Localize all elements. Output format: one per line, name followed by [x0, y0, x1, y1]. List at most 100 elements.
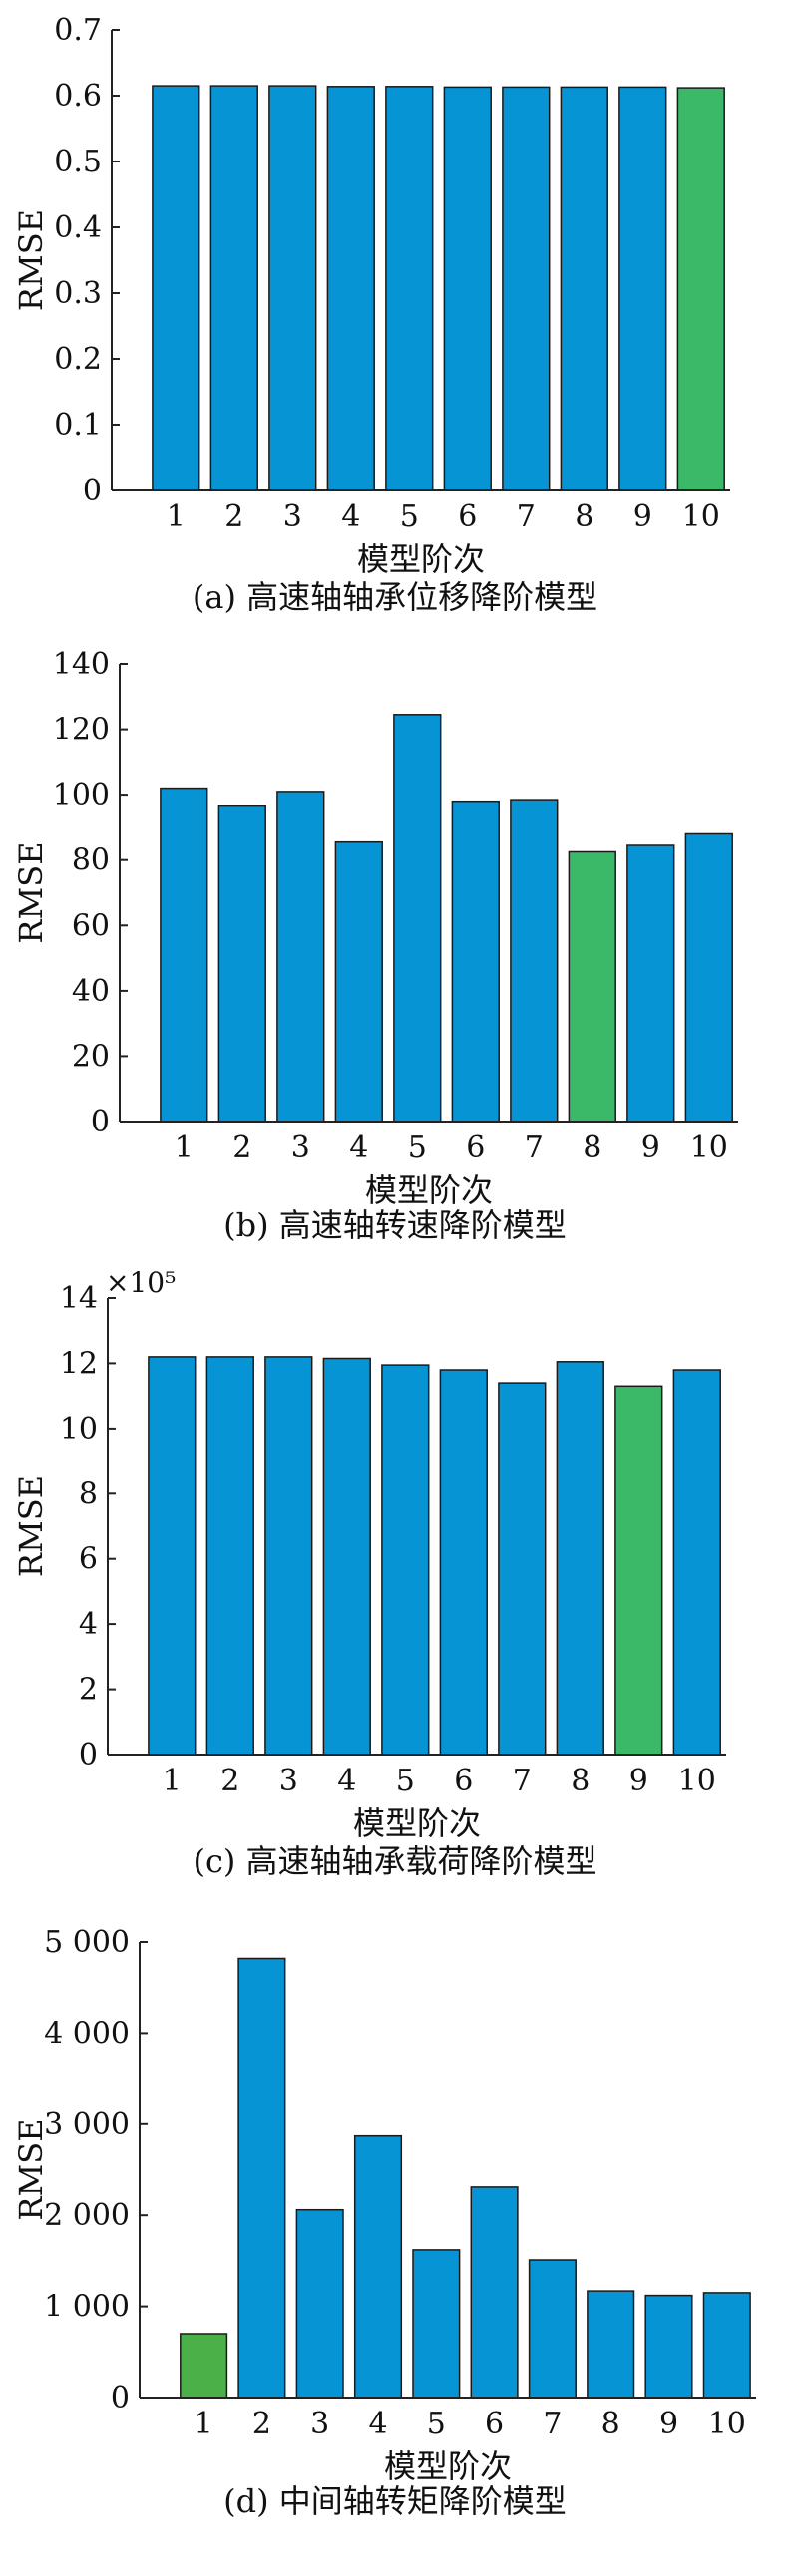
- bar-3: [268, 85, 317, 491]
- y-tick-label: 0: [91, 1105, 110, 1139]
- x-tick-label: 7: [543, 2407, 562, 2441]
- x-tick-label: 4: [337, 1764, 356, 1798]
- chart-caption: (b) 高速轴转速降阶模型: [223, 1206, 567, 1244]
- y-tick-label: 6: [79, 1542, 98, 1577]
- x-axis-label: 模型阶次: [384, 2447, 512, 2485]
- bar-6: [451, 800, 500, 1123]
- y-tick-label: 60: [72, 908, 110, 943]
- chart-caption: (d) 中间轴转矩降阶模型: [223, 2482, 567, 2520]
- y-tick-label: 2 000: [44, 2198, 130, 2233]
- y-tick-label: 5 000: [44, 1925, 130, 1960]
- bar-5: [385, 86, 434, 491]
- bar-10: [684, 832, 733, 1123]
- y-tick-label: 0.3: [54, 276, 102, 311]
- y-tick-label: 100: [53, 778, 110, 812]
- bar-2: [237, 1957, 286, 2399]
- bar-8-highlighted: [568, 850, 616, 1123]
- x-tick-label: 5: [400, 499, 419, 534]
- bar-4: [322, 1357, 371, 1756]
- x-tick-label: 5: [396, 1764, 415, 1798]
- x-tick-label: 1: [163, 1764, 182, 1798]
- bar-6: [443, 86, 492, 491]
- chart-caption: (c) 高速轴轴承载荷降阶模型: [193, 1842, 596, 1880]
- y-tick-label: 0: [79, 1738, 98, 1772]
- bar-2: [217, 805, 266, 1123]
- x-tick-label: 10: [690, 1130, 728, 1165]
- y-tick-label: 0: [83, 474, 102, 508]
- x-tick-label: 8: [571, 1764, 590, 1798]
- x-tick-label: 3: [283, 499, 302, 534]
- x-tick-label: 9: [659, 2407, 678, 2441]
- y-axis-label: RMSE: [12, 1475, 50, 1577]
- y-tick-label: 14: [60, 1281, 98, 1316]
- y-tick-label: 120: [53, 713, 110, 748]
- bar-1: [152, 85, 200, 491]
- bar-4: [326, 86, 375, 491]
- bar-6: [439, 1369, 488, 1756]
- y-axis-label: RMSE: [12, 209, 50, 311]
- bar-5: [393, 714, 442, 1123]
- x-tick-label: 10: [708, 2407, 746, 2441]
- chart-a: 1 2 3 4 5 6 7 8 9 10 0 0.1 0.2 0.3 0.4 0.5 0.6 0.7 RMSE 模型阶…: [12, 13, 730, 616]
- x-tick-label: 2: [224, 499, 243, 534]
- bar-7: [528, 2259, 577, 2399]
- y-tick-label: 12: [60, 1346, 98, 1381]
- bar-7: [502, 86, 551, 491]
- chart-caption: (a) 高速轴轴承位移降阶模型: [193, 578, 597, 616]
- bar-3: [264, 1356, 313, 1756]
- y-tick-label: 8: [79, 1476, 98, 1511]
- y-exponent-label: ×10⁵: [106, 1266, 176, 1299]
- x-tick-label: 6: [466, 1130, 485, 1165]
- x-tick-label: 6: [454, 1764, 473, 1798]
- x-axis-label: 模型阶次: [365, 1171, 493, 1209]
- y-tick-label: 4: [79, 1607, 98, 1642]
- bar-8: [556, 1361, 604, 1756]
- x-tick-label: 10: [678, 1764, 716, 1798]
- bar-1: [160, 787, 208, 1123]
- x-tick-label: 7: [517, 499, 536, 534]
- x-tick-label: 4: [368, 2407, 387, 2441]
- bar-9: [644, 2294, 693, 2399]
- x-tick-label: 6: [485, 2407, 504, 2441]
- bar-9: [626, 844, 675, 1123]
- y-tick-label: 0: [111, 2381, 130, 2415]
- x-tick-label: 3: [291, 1130, 310, 1165]
- y-tick-label: 2: [79, 1673, 98, 1708]
- x-tick-label: 3: [310, 2407, 329, 2441]
- x-tick-label: 7: [513, 1764, 532, 1798]
- y-tick-label: 1 000: [44, 2290, 130, 2325]
- bar-6: [470, 2186, 519, 2399]
- x-tick-label: 4: [341, 499, 360, 534]
- bar-1-highlighted: [180, 2333, 228, 2399]
- bar-3: [295, 2208, 344, 2399]
- y-tick-label: 40: [72, 974, 110, 1009]
- x-tick-label: 4: [349, 1130, 368, 1165]
- y-tick-label: 0.6: [54, 79, 102, 114]
- y-tick-label: 0.4: [54, 210, 102, 245]
- x-tick-label: 2: [232, 1130, 251, 1165]
- y-axis-label: RMSE: [12, 2118, 50, 2220]
- x-tick-label: 8: [583, 1130, 601, 1165]
- bar-10: [702, 2292, 751, 2399]
- x-tick-label: 9: [641, 1130, 660, 1165]
- bar-4: [334, 840, 383, 1123]
- x-axis-label: 模型阶次: [353, 1804, 481, 1842]
- x-tick-label: 1: [195, 2407, 213, 2441]
- y-tick-label: 0.7: [54, 13, 102, 48]
- bar-4: [353, 2134, 403, 2399]
- x-tick-label: 8: [575, 499, 593, 534]
- y-tick-label: 0.2: [54, 342, 102, 377]
- x-tick-label: 2: [252, 2407, 271, 2441]
- x-tick-label: 1: [175, 1130, 194, 1165]
- bar-7: [510, 799, 559, 1123]
- y-tick-label: 80: [72, 843, 110, 878]
- x-axis-label: 模型阶次: [357, 540, 485, 578]
- bar-3: [276, 791, 325, 1123]
- bar-2: [209, 85, 258, 491]
- bar-5: [412, 2249, 461, 2399]
- chart-d: 1 2 3 4 5 6 7 8 9 10 0 1 000 2 000 3 000 4 000 5 000 RMS…: [12, 1925, 756, 2520]
- bar-10: [672, 1369, 721, 1756]
- bar-9: [618, 86, 667, 491]
